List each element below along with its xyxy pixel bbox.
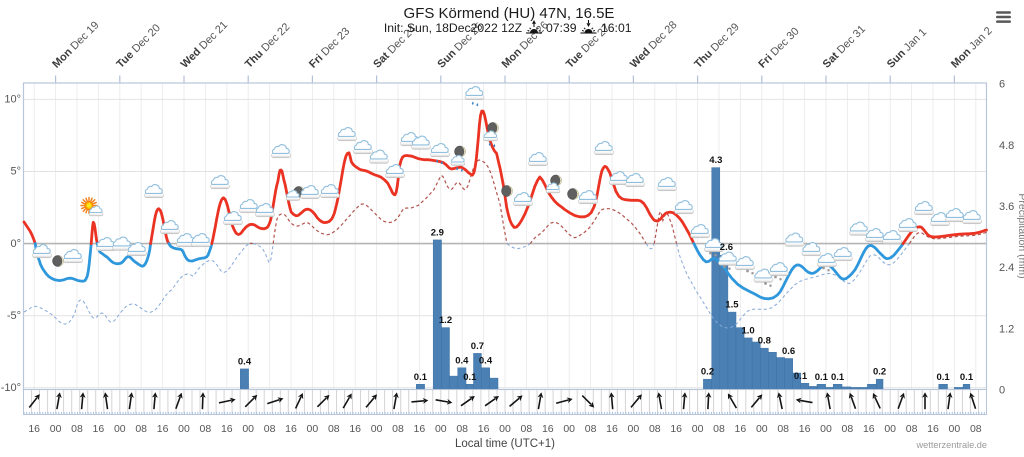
svg-text:wetterzentrale.de: wetterzentrale.de: [916, 440, 987, 450]
svg-text:00: 00: [756, 423, 768, 435]
svg-text:08: 08: [264, 423, 276, 435]
svg-text:08: 08: [392, 423, 404, 435]
svg-text:00: 00: [50, 423, 62, 435]
svg-text:16: 16: [157, 423, 169, 435]
svg-text:00: 00: [820, 423, 832, 435]
svg-text:0.4: 0.4: [238, 356, 252, 367]
svg-text:0.2: 0.2: [701, 367, 714, 378]
svg-text:00: 00: [435, 423, 447, 435]
svg-text:00: 00: [563, 423, 575, 435]
svg-text:0: 0: [999, 384, 1005, 396]
svg-text:Init: Sun, 18Dec2022 12Z: Init: Sun, 18Dec2022 12Z: [384, 21, 523, 35]
svg-text:0.7: 0.7: [471, 341, 484, 352]
svg-text:00: 00: [949, 423, 961, 435]
svg-text:16: 16: [93, 423, 105, 435]
svg-text:0.6: 0.6: [782, 346, 795, 357]
svg-text:00: 00: [178, 423, 190, 435]
svg-text:16: 16: [28, 423, 40, 435]
svg-text:0.1: 0.1: [414, 372, 428, 383]
svg-text:16: 16: [349, 423, 361, 435]
svg-text:07:39: 07:39: [546, 21, 577, 35]
svg-text:0.1: 0.1: [960, 372, 974, 383]
svg-text:08: 08: [328, 423, 340, 435]
svg-text:08: 08: [135, 423, 147, 435]
svg-text:16: 16: [285, 423, 297, 435]
svg-text:1.2: 1.2: [999, 323, 1014, 335]
svg-text:16: 16: [414, 423, 426, 435]
svg-text:08: 08: [521, 423, 533, 435]
svg-text:-5°: -5°: [7, 310, 21, 322]
svg-text:00: 00: [307, 423, 319, 435]
svg-text:0.1: 0.1: [831, 372, 845, 383]
svg-text:00: 00: [628, 423, 640, 435]
svg-text:16:01: 16:01: [601, 21, 632, 35]
svg-text:10°: 10°: [4, 94, 21, 106]
svg-text:08: 08: [777, 423, 789, 435]
svg-text:2.9: 2.9: [431, 227, 444, 238]
svg-text:08: 08: [456, 423, 468, 435]
svg-text:1.5: 1.5: [725, 300, 739, 311]
svg-text:GFS Körmend (HU) 47N, 16.5E: GFS Körmend (HU) 47N, 16.5E: [404, 5, 615, 22]
svg-text:16: 16: [735, 423, 747, 435]
svg-text:0.1: 0.1: [815, 372, 829, 383]
svg-text:0.2: 0.2: [873, 367, 886, 378]
svg-text:08: 08: [906, 423, 918, 435]
svg-text:00: 00: [692, 423, 704, 435]
svg-text:08: 08: [585, 423, 597, 435]
svg-text:4.3: 4.3: [709, 155, 722, 166]
svg-text:16: 16: [670, 423, 682, 435]
svg-text:3.6: 3.6: [999, 201, 1014, 213]
svg-text:0.1: 0.1: [936, 372, 950, 383]
svg-text:0.8: 0.8: [758, 336, 771, 347]
svg-text:00: 00: [114, 423, 126, 435]
svg-text:16: 16: [863, 423, 875, 435]
svg-text:0.4: 0.4: [455, 355, 469, 366]
svg-text:08: 08: [713, 423, 725, 435]
svg-text:2.4: 2.4: [999, 262, 1014, 274]
svg-text:1.0: 1.0: [741, 325, 754, 336]
svg-text:0.4: 0.4: [479, 355, 493, 366]
svg-text:16: 16: [927, 423, 939, 435]
svg-text:08: 08: [71, 423, 83, 435]
svg-text:00: 00: [499, 423, 511, 435]
svg-text:0.1: 0.1: [463, 372, 477, 383]
svg-text:08: 08: [842, 423, 854, 435]
svg-text:2.6: 2.6: [720, 242, 733, 253]
svg-text:-10°: -10°: [1, 382, 21, 394]
svg-text:Local time (UTC+1): Local time (UTC+1): [455, 438, 555, 450]
svg-text:16: 16: [799, 423, 811, 435]
svg-text:00: 00: [242, 423, 254, 435]
svg-text:16: 16: [606, 423, 618, 435]
svg-text:6: 6: [999, 79, 1005, 91]
svg-text:0°: 0°: [10, 238, 21, 250]
svg-text:Precipitation (mm): Precipitation (mm): [1016, 193, 1024, 278]
svg-text:08: 08: [649, 423, 661, 435]
svg-text:5°: 5°: [10, 166, 21, 178]
svg-text:08: 08: [200, 423, 212, 435]
svg-text:00: 00: [371, 423, 383, 435]
svg-text:16: 16: [542, 423, 554, 435]
svg-text:16: 16: [478, 423, 490, 435]
svg-text:0.1: 0.1: [794, 371, 808, 382]
svg-text:1.2: 1.2: [439, 315, 452, 326]
svg-text:16: 16: [221, 423, 233, 435]
svg-text:00: 00: [884, 423, 896, 435]
svg-text:4.8: 4.8: [999, 140, 1014, 152]
svg-text:08: 08: [970, 423, 982, 435]
